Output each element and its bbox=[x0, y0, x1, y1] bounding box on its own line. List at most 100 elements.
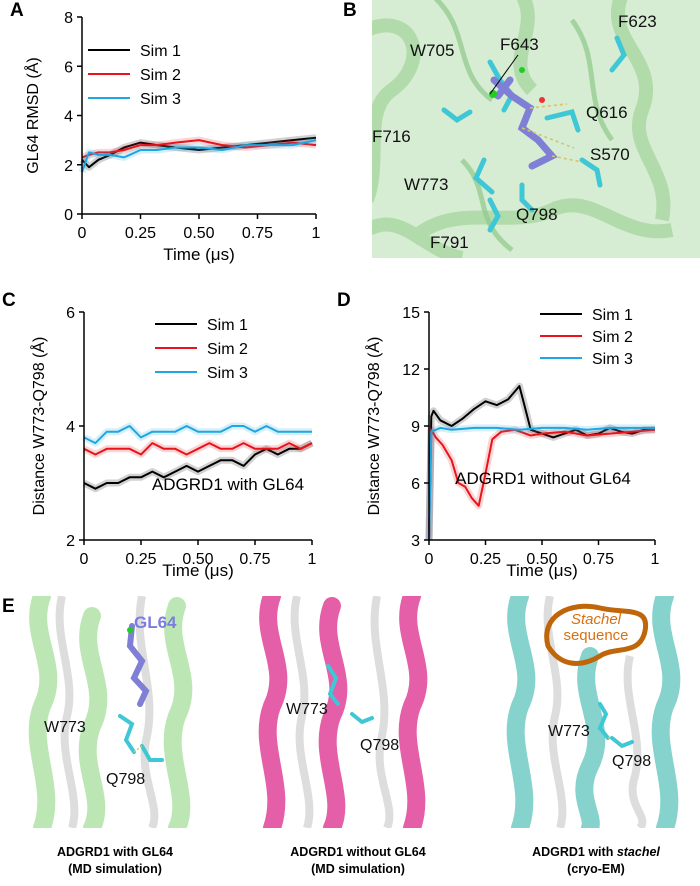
legend-label-d-2: Sim 2 bbox=[592, 329, 633, 346]
legend-label-d-3: Sim 3 bbox=[592, 351, 633, 368]
panel-letter-d: D bbox=[337, 290, 351, 311]
chart-annotation-d: ADGRD1 without GL64 bbox=[455, 469, 631, 488]
y-tick-label-c: 6 bbox=[66, 305, 75, 322]
series-band-d-1 bbox=[425, 382, 655, 541]
x-tick-label-a: 1 bbox=[312, 225, 321, 242]
ligand-label-gl64: GL64 bbox=[134, 613, 177, 632]
axes-c bbox=[83, 312, 312, 541]
caption-e1-line1: ADGRD1 with GL64 bbox=[57, 845, 173, 859]
x-tick-label-c: 0.25 bbox=[125, 551, 156, 568]
caption-e2-line2: (MD simulation) bbox=[311, 862, 405, 876]
x-tick-label-c: 0.50 bbox=[182, 551, 213, 568]
y-tick-label-a: 6 bbox=[64, 59, 73, 76]
series-line-a-3 bbox=[81, 139, 317, 173]
e3-label-q798: Q798 bbox=[612, 753, 651, 770]
x-tick-label-c: 1 bbox=[308, 551, 317, 568]
y-tick-label-a: 8 bbox=[64, 10, 73, 27]
series-line-c-2 bbox=[83, 442, 313, 456]
y-tick-label-d: 12 bbox=[402, 362, 420, 379]
series-band-c-3 bbox=[82, 422, 312, 447]
label-f623: F623 bbox=[618, 12, 657, 31]
y-tick-label-d: 6 bbox=[411, 476, 420, 493]
structure-e1: GL64 W773 Q798 bbox=[22, 596, 207, 828]
panel-letter-b: B bbox=[343, 0, 357, 21]
y-axis-label-d: Distance W773-Q798 (Å) bbox=[364, 337, 383, 516]
e2-label-q798: Q798 bbox=[360, 737, 399, 754]
x-tick-label-d: 0.25 bbox=[470, 551, 501, 568]
y-tick-label-a: 4 bbox=[64, 109, 73, 126]
x-tick-label-a: 0 bbox=[78, 225, 87, 242]
panel-letter-a: A bbox=[10, 0, 24, 21]
label-s570: S570 bbox=[590, 145, 630, 164]
panel-letter-c: C bbox=[2, 290, 16, 311]
y-tick-label-d: 15 bbox=[402, 305, 420, 322]
e2-label-w773: W773 bbox=[286, 701, 328, 718]
caption-e3-italic: stachel bbox=[616, 845, 660, 859]
series-line-d-2 bbox=[428, 428, 656, 541]
series-line-c-3 bbox=[83, 425, 312, 445]
x-tick-label-a: 0.75 bbox=[242, 225, 273, 242]
y-tick-label-c: 2 bbox=[66, 533, 75, 550]
panel-letter-e: E bbox=[2, 596, 15, 617]
y-axis-label-a: GL64 RMSD (Å) bbox=[23, 57, 42, 173]
y-tick-label-c: 4 bbox=[66, 419, 75, 436]
label-w705: W705 bbox=[410, 41, 454, 60]
legend-label-c-1: Sim 1 bbox=[207, 317, 248, 334]
e1-label-q798: Q798 bbox=[106, 771, 145, 788]
x-tick-label-c: 0.75 bbox=[239, 551, 270, 568]
legend-label-c-2: Sim 2 bbox=[207, 341, 248, 358]
caption-e2: ADGRD1 without GL64 (MD simulation) bbox=[258, 844, 458, 878]
label-q798: Q798 bbox=[516, 205, 558, 224]
x-tick-label-d: 1 bbox=[651, 551, 660, 568]
y-axis-label-c: Distance W773-Q798 (Å) bbox=[29, 337, 48, 516]
axes-a bbox=[81, 17, 316, 215]
caption-e3-line1: ADGRD1 with stachel bbox=[496, 844, 696, 861]
caption-e3-prefix: ADGRD1 with bbox=[532, 845, 617, 859]
y-tick-label-d: 9 bbox=[411, 419, 420, 436]
caption-e3-line2: (cryo-EM) bbox=[567, 862, 625, 876]
chart-a: 0 0.25 0.50 0.75 1 0 2 4 6 8 Time (μs) GL64 RMSD (Å… bbox=[23, 10, 321, 264]
stachel-label-line2: sequence bbox=[563, 627, 628, 644]
y-tick-label-d: 3 bbox=[411, 533, 420, 550]
x-tick-label-c: 0 bbox=[80, 551, 89, 568]
caption-e1-line2: (MD simulation) bbox=[68, 862, 162, 876]
structure-e3: Stachel sequence W773 Q798 bbox=[500, 596, 690, 828]
series-line-d-1 bbox=[428, 385, 655, 541]
legend-label-a-2: Sim 2 bbox=[140, 67, 181, 84]
x-tick-label-a: 0.50 bbox=[183, 225, 214, 242]
structure-panel-b: W705 F643 F623 Q616 F716 S570 W773 Q798 … bbox=[372, 0, 700, 258]
legend-label-d-1: Sim 1 bbox=[592, 307, 633, 324]
label-f791: F791 bbox=[430, 233, 469, 252]
x-axis-label-d: Time (μs) bbox=[506, 561, 578, 580]
caption-e2-line1: ADGRD1 without GL64 bbox=[290, 845, 426, 859]
series-line-d-3 bbox=[428, 426, 655, 541]
y-tick-label-a: 2 bbox=[64, 158, 73, 175]
structure-e2: W773 Q798 bbox=[252, 596, 442, 828]
chart-c: 0 0.25 0.50 0.75 1 2 4 6 Time (μs) Distance W773-… bbox=[29, 305, 317, 580]
label-f643: F643 bbox=[500, 35, 539, 54]
series-line-a-1 bbox=[81, 136, 317, 169]
x-tick-label-d: 0 bbox=[425, 551, 434, 568]
label-q616: Q616 bbox=[586, 103, 628, 122]
chart-annotation-c: ADGRD1 with GL64 bbox=[152, 475, 304, 494]
x-axis-label-c: Time (μs) bbox=[162, 561, 234, 580]
chart-d: 0 0.25 0.50 0.75 1 3 6 9 12 15 Time (μs) Distance W… bbox=[364, 305, 660, 580]
x-tick-label-d: 0.75 bbox=[583, 551, 614, 568]
legend-label-c-3: Sim 3 bbox=[207, 365, 248, 382]
label-f716: F716 bbox=[372, 127, 411, 146]
x-tick-label-d: 0.50 bbox=[526, 551, 557, 568]
residue-labels: W705 F643 F623 Q616 F716 S570 W773 Q798 … bbox=[372, 12, 657, 252]
x-tick-label-a: 0.25 bbox=[125, 225, 156, 242]
caption-e3: ADGRD1 with stachel (cryo-EM) bbox=[496, 844, 696, 878]
e3-label-w773: W773 bbox=[548, 723, 590, 740]
caption-e1: ADGRD1 with GL64 (MD simulation) bbox=[15, 844, 215, 878]
legend-label-a-1: Sim 1 bbox=[140, 43, 181, 60]
y-tick-label-a: 0 bbox=[64, 207, 73, 224]
helix-ribbons bbox=[372, 0, 674, 258]
legend-label-a-3: Sim 3 bbox=[140, 91, 181, 108]
series-line-c-1 bbox=[83, 442, 313, 490]
label-w773: W773 bbox=[404, 175, 448, 194]
x-axis-label-a: Time (μs) bbox=[163, 245, 235, 264]
e1-label-w773: W773 bbox=[44, 719, 86, 736]
stachel-label-line1: Stachel bbox=[571, 611, 622, 628]
